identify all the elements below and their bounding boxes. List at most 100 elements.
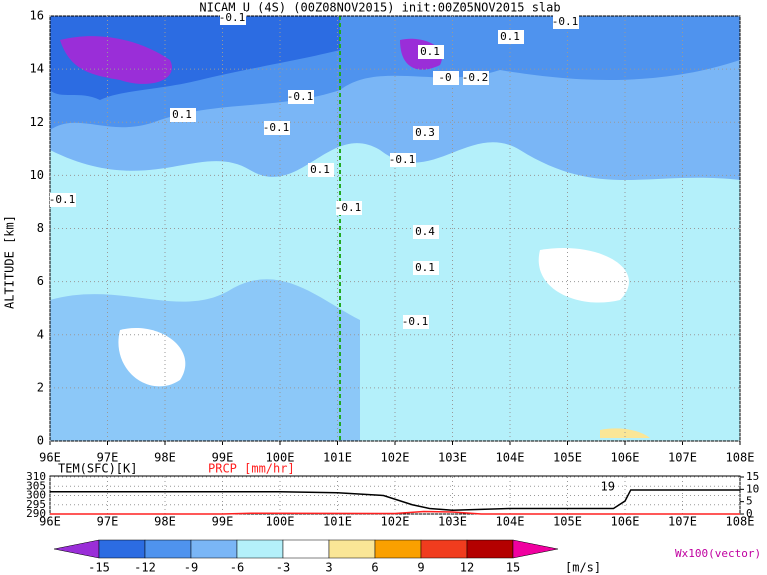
y-tick-label: 310 (26, 470, 46, 483)
x-tick-label: 105E (553, 451, 582, 465)
x-tick-label: 107E (668, 515, 697, 529)
annotation-bg (403, 315, 429, 329)
annotation-bg (413, 261, 439, 275)
contour-label: -0.1 (389, 153, 416, 166)
x-tick-label: 105E (553, 515, 582, 529)
annotation-bg (418, 45, 444, 59)
y2-tick-label: 0 (746, 507, 753, 520)
y-tick-label: 16 (30, 9, 44, 23)
x-tick-label: 102E (381, 515, 410, 529)
colorbar-label: -3 (276, 561, 290, 575)
colorbar-label: -15 (88, 561, 110, 575)
y-tick-label: 14 (30, 62, 44, 76)
x-tick-label: 102E (381, 451, 410, 465)
y-tick-label: 290 (26, 507, 46, 520)
contour-label: -0.1 (335, 201, 362, 214)
x-tick-label: 108E (726, 515, 755, 529)
contour-label: 0.1 (500, 30, 520, 43)
annotation-bg (308, 163, 334, 177)
annotation-bg (413, 126, 439, 140)
annotation-bg (50, 193, 76, 207)
y-tick-label: 295 (26, 498, 46, 511)
annotation-bg (288, 90, 314, 104)
vector-label: Wx100(vector) (675, 547, 761, 560)
colorbar-label: 3 (325, 561, 332, 575)
contour-label: -0.1 (49, 193, 76, 206)
colorbar-label: -6 (230, 561, 244, 575)
contour-label: 0.1 (310, 163, 330, 176)
contour-label: 0.3 (415, 126, 435, 139)
contour-label: 0.1 (415, 261, 435, 274)
colorbar-box (190, 539, 238, 559)
y2-tick-label: 5 (746, 495, 753, 508)
legend-label: TEM(SFC)[K] (58, 462, 137, 476)
colorbar-box (328, 539, 376, 559)
x-tick-label: 103E (438, 451, 467, 465)
annotation-bg (220, 11, 246, 25)
y-tick-label: 300 (26, 489, 46, 502)
colorbar-label: 6 (371, 561, 378, 575)
colorbar-box (466, 539, 514, 559)
y-tick-label: 4 (37, 327, 44, 341)
x-tick-label: 103E (438, 515, 467, 529)
x-tick-label: 97E (97, 451, 119, 465)
colorbar-end (512, 539, 559, 559)
x-tick-label: 108E (726, 451, 755, 465)
x-tick-label: 106E (611, 451, 640, 465)
legend-label: PRCP [mm/hr] (208, 462, 295, 476)
colorbar-box (236, 539, 284, 559)
x-tick-label: 104E (496, 515, 525, 529)
y2-tick-label: 15 (746, 470, 759, 483)
contour-label: -0.2 (462, 71, 489, 84)
colorbar-box (282, 539, 330, 559)
y-tick-label: 12 (30, 115, 44, 129)
x-tick-label: 100E (266, 515, 295, 529)
annotation-bg (336, 201, 362, 215)
annotation-bg (433, 71, 459, 85)
x-tick-label: 96E (39, 515, 61, 529)
contour-label: -0.1 (402, 315, 429, 328)
contour-label: -0.1 (552, 15, 579, 28)
x-tick-label: 99E (212, 451, 234, 465)
x-tick-label: 106E (611, 515, 640, 529)
colorbar-label: 12 (460, 561, 474, 575)
contour-label: 0.1 (420, 45, 440, 58)
annotation-bg (553, 15, 579, 29)
colorbar-label: -12 (134, 561, 156, 575)
x-tick-label: 104E (496, 451, 525, 465)
y-tick-label: 2 (37, 380, 44, 394)
y-tick-label: 8 (37, 221, 44, 235)
colorbar-label: 9 (417, 561, 424, 575)
x-tick-label: 99E (212, 515, 234, 529)
y-tick-label: 0 (37, 434, 44, 448)
colorbar-label: 15 (506, 561, 520, 575)
contour-label: -0.1 (287, 90, 314, 103)
series-line (50, 510, 740, 515)
colorbar-unit: [m/s] (565, 561, 601, 575)
contour-label: 0.4 (415, 225, 435, 238)
x-tick-label: 96E (39, 451, 61, 465)
colorbar-box (374, 539, 422, 559)
contour-label: -0.1 (263, 121, 290, 134)
y-tick-label: 305 (26, 479, 46, 492)
series-line (50, 489, 740, 512)
x-tick-label: 97E (97, 515, 119, 529)
annotation-bg (390, 153, 416, 167)
annotation-bg (498, 30, 524, 44)
colorbar-label: -9 (184, 561, 198, 575)
colorbar-box (420, 539, 468, 559)
annotation-bg (264, 121, 290, 135)
y2-tick-label: 10 (746, 482, 759, 495)
contour-label: -0.1 (219, 11, 246, 24)
colorbar-box (98, 539, 146, 559)
colorbar-end (53, 539, 100, 559)
y-tick-label: 6 (37, 274, 44, 288)
chart-title: NICAM U (4S) (00Z08NOV2015) init:00Z05NO… (199, 1, 560, 15)
y-axis-label: ALTITUDE [km] (3, 215, 17, 309)
annotation-bg (413, 225, 439, 239)
x-tick-label: 98E (154, 451, 176, 465)
x-tick-label: 101E (323, 515, 352, 529)
colorbar-box (144, 539, 192, 559)
x-tick-label: 98E (154, 515, 176, 529)
